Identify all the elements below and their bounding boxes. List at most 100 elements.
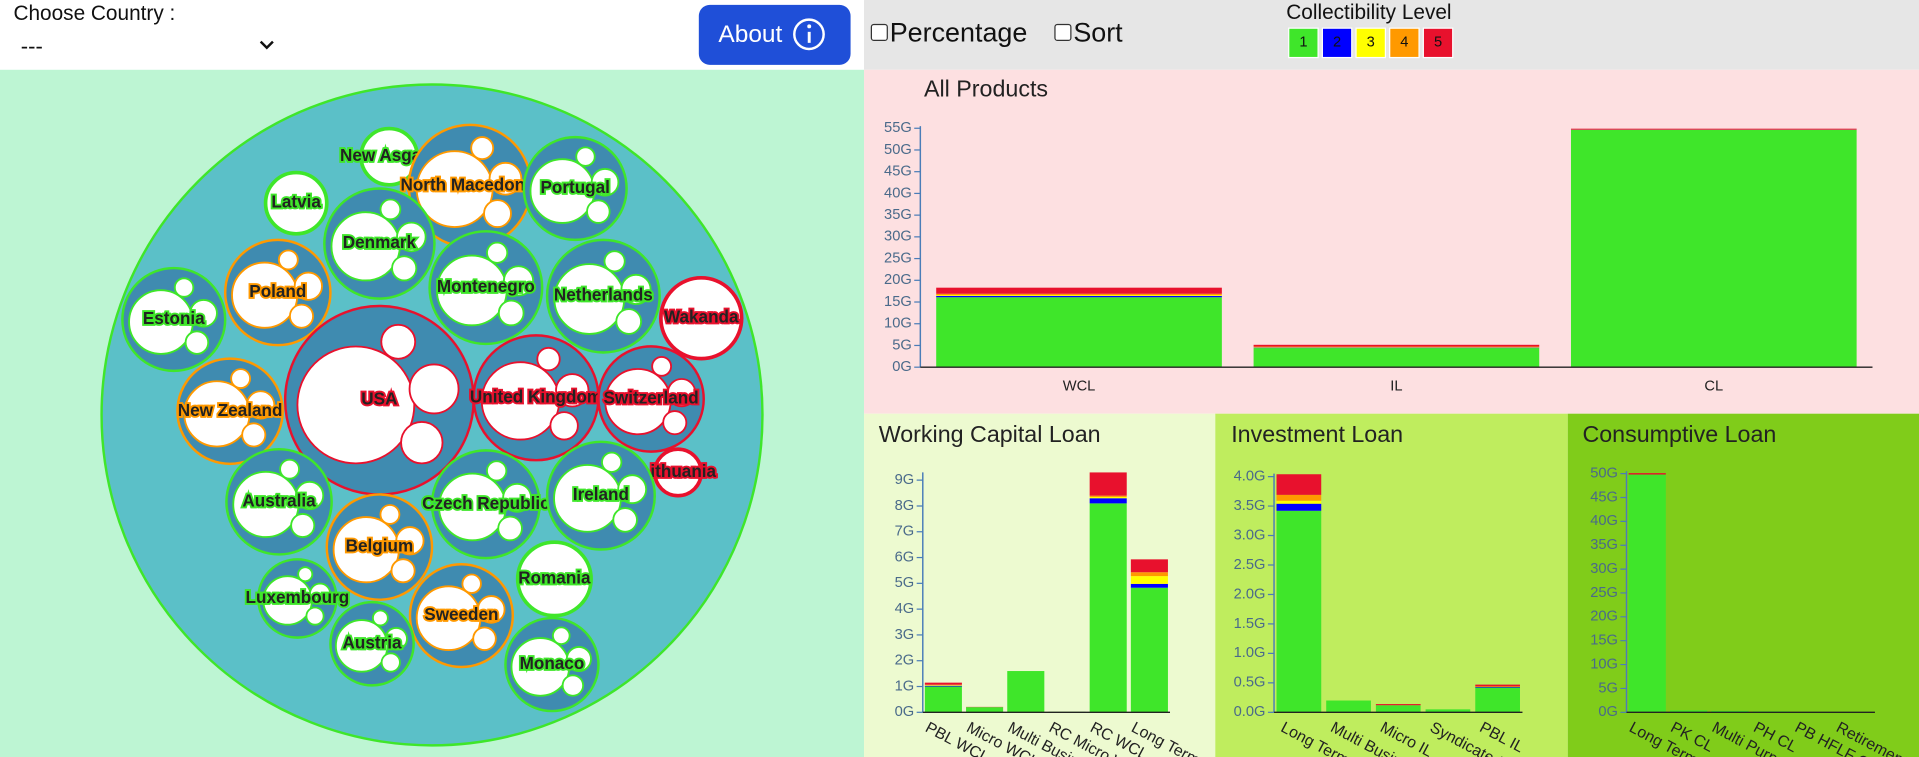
product-circle[interactable]: [241, 422, 267, 448]
product-circle[interactable]: [612, 507, 638, 533]
bar-segment[interactable]: [1276, 503, 1322, 511]
bar-segment[interactable]: [1475, 686, 1520, 687]
country-label[interactable]: Estonia: [141, 306, 207, 330]
country-bubble[interactable]: Romania: [515, 540, 593, 618]
country-bubble[interactable]: Switzerland: [597, 345, 705, 453]
product-circle[interactable]: [651, 355, 673, 377]
info-icon[interactable]: [793, 18, 825, 51]
bar-segment[interactable]: [1089, 495, 1127, 497]
bar-segment[interactable]: [924, 686, 962, 713]
product-circle[interactable]: [472, 626, 497, 651]
country-bubble[interactable]: Netherlands: [545, 238, 661, 354]
country-bubble[interactable]: Luxembourg: [244, 558, 351, 639]
bar-segment[interactable]: [924, 685, 962, 687]
country-bubble[interactable]: North Macedonia: [399, 123, 542, 249]
product-circle[interactable]: [603, 250, 626, 273]
country-circle[interactable]: [263, 170, 329, 236]
product-circle[interactable]: [549, 411, 579, 441]
country-bubble[interactable]: Australia: [225, 447, 333, 556]
country-label[interactable]: Netherlands: [552, 283, 655, 307]
product-circle[interactable]: [667, 378, 697, 408]
country-label[interactable]: Switzerland: [602, 386, 701, 410]
bar-segment[interactable]: [1089, 472, 1127, 496]
product-circle[interactable]: [173, 277, 195, 298]
country-label[interactable]: North Macedonia: [399, 173, 542, 197]
product-circle[interactable]: [380, 323, 417, 360]
product-circle[interactable]: [615, 308, 642, 335]
bar-segment[interactable]: [1628, 473, 1666, 475]
product-circle[interactable]: [483, 199, 512, 228]
bar-segment[interactable]: [936, 293, 1222, 296]
country-label[interactable]: Latvia: [270, 190, 324, 214]
bar-segment[interactable]: [1475, 687, 1520, 713]
country-label[interactable]: Luxembourg: [244, 585, 351, 609]
country-label[interactable]: Poland: [247, 279, 308, 303]
country-bubble[interactable]: Montenegro: [428, 230, 544, 346]
bar-segment[interactable]: [1425, 709, 1471, 713]
country-label[interactable]: Australia: [241, 488, 318, 512]
country-value[interactable]: ---: [21, 34, 43, 59]
bar-segment[interactable]: [1669, 710, 1708, 713]
product-circle[interactable]: [309, 582, 332, 605]
product-circle[interactable]: [290, 512, 316, 538]
bar-segment[interactable]: [924, 682, 962, 685]
country-label[interactable]: New Zealand: [176, 398, 284, 422]
country-label[interactable]: United Kingdom: [468, 384, 604, 408]
bar-segment[interactable]: [1253, 344, 1540, 347]
country-select[interactable]: ---: [21, 34, 274, 59]
country-bubble[interactable]: Monaco: [504, 616, 600, 713]
product-circle[interactable]: [586, 199, 611, 224]
country-label[interactable]: Ireland: [571, 482, 631, 506]
country-label[interactable]: Monaco: [518, 651, 586, 675]
bar-segment[interactable]: [1089, 503, 1127, 713]
bar-segment[interactable]: [1375, 704, 1421, 706]
bar-segment[interactable]: [1276, 474, 1322, 495]
country-label[interactable]: Wakanda: [662, 305, 741, 329]
product-circle[interactable]: [601, 451, 623, 473]
product-circle[interactable]: [277, 249, 299, 271]
product-circle[interactable]: [536, 346, 561, 372]
bar-segment[interactable]: [1130, 559, 1168, 573]
product-circle[interactable]: [620, 273, 652, 305]
product-circle[interactable]: [305, 606, 325, 626]
info-icon-bar[interactable]: [807, 31, 811, 43]
country-bubble[interactable]: Czech Republic: [420, 449, 552, 560]
product-circle[interactable]: [575, 146, 596, 167]
info-icon-dot[interactable]: [807, 24, 812, 29]
country-label[interactable]: Czech Republic: [420, 491, 552, 515]
bar-segment[interactable]: [1007, 671, 1045, 713]
product-circle[interactable]: [497, 515, 523, 542]
product-circle[interactable]: [470, 136, 495, 161]
product-circle[interactable]: [486, 241, 509, 264]
product-circle[interactable]: [296, 345, 416, 465]
country-bubble[interactable]: Austria: [329, 600, 415, 687]
bar-segment[interactable]: [1253, 346, 1540, 348]
country-label[interactable]: Austria: [341, 630, 404, 654]
product-circle[interactable]: [502, 482, 533, 513]
product-circle[interactable]: [561, 674, 585, 697]
product-circle[interactable]: [379, 198, 402, 221]
bar-segment[interactable]: [1326, 700, 1371, 713]
bar-segment[interactable]: [1130, 572, 1168, 577]
product-circle[interactable]: [408, 363, 460, 415]
country-bubble[interactable]: USA: [283, 304, 475, 496]
product-circle[interactable]: [502, 265, 535, 297]
percentage-label[interactable]: Percentage: [890, 17, 1028, 47]
bar-segment[interactable]: [1375, 705, 1421, 713]
product-circle[interactable]: [662, 410, 688, 436]
bar-segment[interactable]: [1130, 576, 1168, 584]
product-circle[interactable]: [246, 390, 276, 420]
product-circle[interactable]: [184, 330, 210, 355]
country-bubble[interactable]: Ireland: [545, 440, 656, 551]
sort-label[interactable]: Sort: [1073, 17, 1123, 47]
bar-segment[interactable]: [936, 287, 1222, 294]
bar-segment[interactable]: [1253, 348, 1540, 368]
bar-segment[interactable]: [1570, 129, 1857, 368]
product-circle[interactable]: [551, 626, 571, 646]
bar-segment[interactable]: [1276, 494, 1322, 501]
product-circle[interactable]: [617, 474, 648, 505]
country-bubble[interactable]: Lithuania: [638, 447, 718, 498]
product-circle[interactable]: [461, 573, 482, 594]
country-bubble[interactable]: Portugal: [522, 135, 628, 242]
country-bubble[interactable]: Denmark: [323, 187, 436, 300]
